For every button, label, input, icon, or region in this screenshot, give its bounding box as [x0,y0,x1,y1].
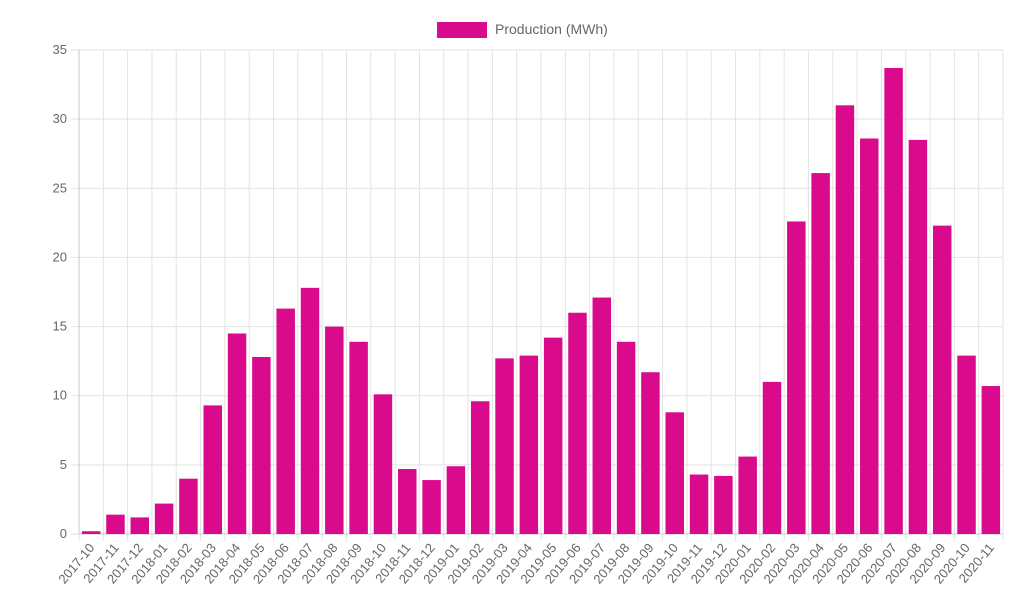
bar-2019-03[interactable] [495,358,514,534]
bar-2020-09[interactable] [932,225,952,534]
bar-2019-04[interactable] [519,355,539,534]
bar-2020-05[interactable] [835,105,855,535]
bar-2018-01[interactable] [154,503,174,534]
bar-2018-05[interactable] [252,356,271,534]
y-axis-ticks: 0 5 10 15 20 25 30 35 [53,42,67,541]
bar-2019-05[interactable] [543,337,563,534]
bar-2019-10[interactable] [665,412,684,534]
bar-2017-12[interactable] [130,517,150,534]
bar-2018-04[interactable] [227,333,247,534]
bar-2020-01[interactable] [738,456,757,534]
legend-label: Production (MWh) [495,21,608,37]
bar-2019-09[interactable] [641,372,660,534]
y-tick-label: 10 [53,388,67,403]
bar-2018-02[interactable] [179,478,198,534]
bar-2020-03[interactable] [787,221,806,534]
bar-2019-02[interactable] [470,401,490,534]
bar-2018-03[interactable] [203,405,222,534]
bar-2017-11[interactable] [106,514,125,534]
bar-2020-04[interactable] [811,173,830,534]
bar-2018-09[interactable] [349,341,368,534]
bar-2020-07[interactable] [884,67,903,534]
bar-2020-11[interactable] [981,386,1001,534]
bar-2018-10[interactable] [373,394,393,534]
y-tick-label: 0 [60,526,67,541]
bar-2019-01[interactable] [446,466,466,534]
legend-swatch [437,22,487,38]
x-axis-ticks: 2017-102017-112017-122018-012018-022018-… [55,540,997,586]
y-tick-label: 35 [53,42,67,57]
y-tick-label: 30 [53,111,67,126]
bar-2019-12[interactable] [714,475,733,534]
bar-2020-10[interactable] [957,355,976,534]
gridlines [71,49,1004,541]
bar-2019-06[interactable] [568,312,587,534]
bar-2018-07[interactable] [300,287,320,534]
bar-2018-12[interactable] [422,480,441,534]
bar-2017-10[interactable] [81,531,101,534]
y-tick-label: 25 [53,180,67,195]
bar-2019-07[interactable] [592,297,612,534]
y-tick-label: 15 [53,319,67,334]
bar-2020-08[interactable] [908,139,928,534]
bar-2018-06[interactable] [276,308,295,534]
bars [81,67,1001,535]
bar-2019-11[interactable] [689,474,709,534]
bar-2020-06[interactable] [860,138,879,534]
bar-2018-11[interactable] [398,469,417,534]
chart-legend[interactable]: Production (MWh) [437,21,608,38]
bar-2018-08[interactable] [325,326,344,534]
bar-2019-08[interactable] [616,341,636,534]
bar-2020-02[interactable] [762,381,782,534]
y-tick-label: 5 [60,457,67,472]
y-tick-label: 20 [53,249,67,264]
